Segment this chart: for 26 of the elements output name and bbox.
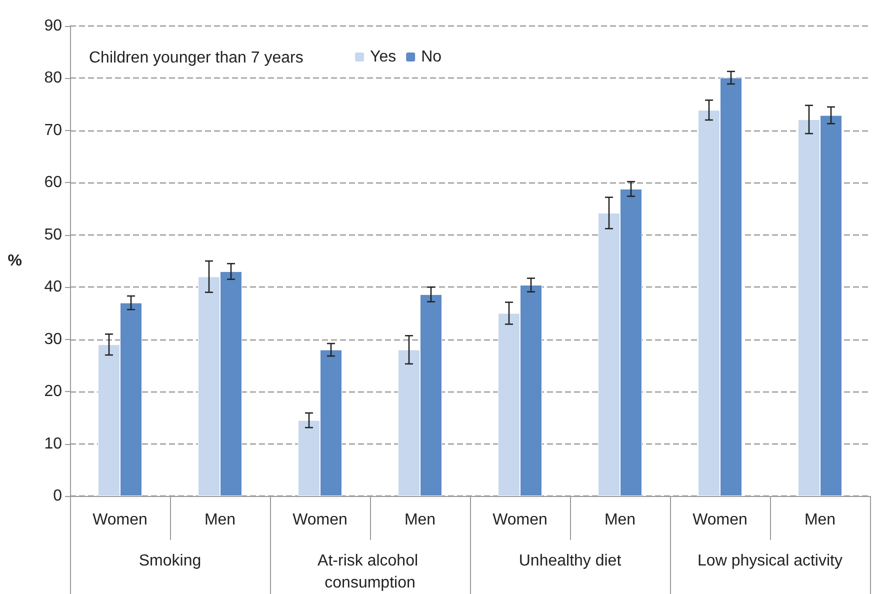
y-tick-label: 90 bbox=[44, 18, 62, 34]
x-tick-label: Men bbox=[804, 512, 836, 528]
x-tick-label: Women bbox=[492, 512, 548, 528]
legend-label: No bbox=[421, 48, 442, 66]
y-tick-label: 80 bbox=[44, 70, 62, 87]
y-axis-title: % bbox=[8, 252, 22, 270]
y-tick-label: 20 bbox=[44, 383, 62, 400]
text: At-risk alcohol consumption bbox=[318, 552, 422, 592]
x-tick-label: Women bbox=[292, 512, 348, 528]
y-tick-label: 60 bbox=[44, 174, 62, 192]
x-tick-label: Men bbox=[204, 512, 236, 528]
x-tick-label: Men bbox=[404, 512, 436, 528]
y-tick-label: 50 bbox=[44, 226, 62, 244]
y-tick-label: 70 bbox=[44, 122, 62, 139]
y-tick-label: 0 bbox=[53, 488, 62, 504]
legend-title: Children younger than 7 years bbox=[89, 50, 304, 66]
y-tick-label: 30 bbox=[44, 330, 62, 348]
text: Unhealthy diet bbox=[518, 552, 622, 570]
y-tick-label: 40 bbox=[44, 278, 62, 296]
x-tick-label: Women bbox=[92, 512, 148, 528]
text: Smoking bbox=[138, 552, 202, 570]
x-tick-label: Women bbox=[692, 512, 748, 528]
y-tick-label: 10 bbox=[44, 435, 62, 452]
text: Low physical activity bbox=[698, 552, 842, 570]
x-tick-label: Men bbox=[604, 512, 636, 528]
legend-label: Yes bbox=[370, 48, 396, 66]
